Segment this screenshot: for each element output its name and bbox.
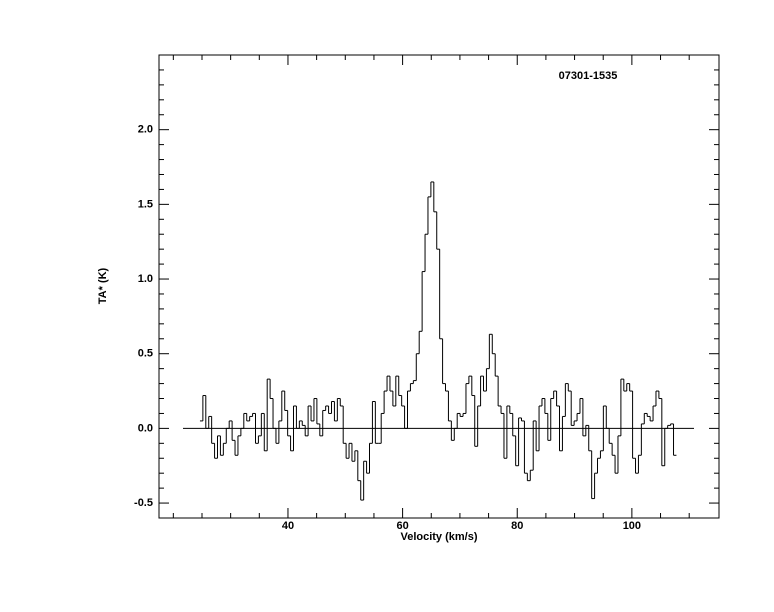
plot-frame (158, 54, 720, 519)
x-tick-label: 60 (396, 520, 408, 532)
x-axis-label: Velocity (km/s) (400, 531, 477, 543)
y-axis-label: TA* (K) (97, 267, 109, 304)
y-tick-label: 1.5 (138, 198, 153, 210)
x-tick-label: 100 (623, 520, 641, 532)
chart-title: 07301-1535 (559, 70, 618, 82)
y-tick-label: 0.0 (138, 422, 153, 434)
x-tick-label: 80 (511, 520, 523, 532)
x-tick-label: 40 (282, 520, 294, 532)
y-tick-label: 0.5 (138, 348, 153, 360)
y-tick-label: -0.5 (134, 497, 153, 509)
y-tick-label: 1.0 (138, 273, 153, 285)
y-tick-label: 2.0 (138, 124, 153, 136)
